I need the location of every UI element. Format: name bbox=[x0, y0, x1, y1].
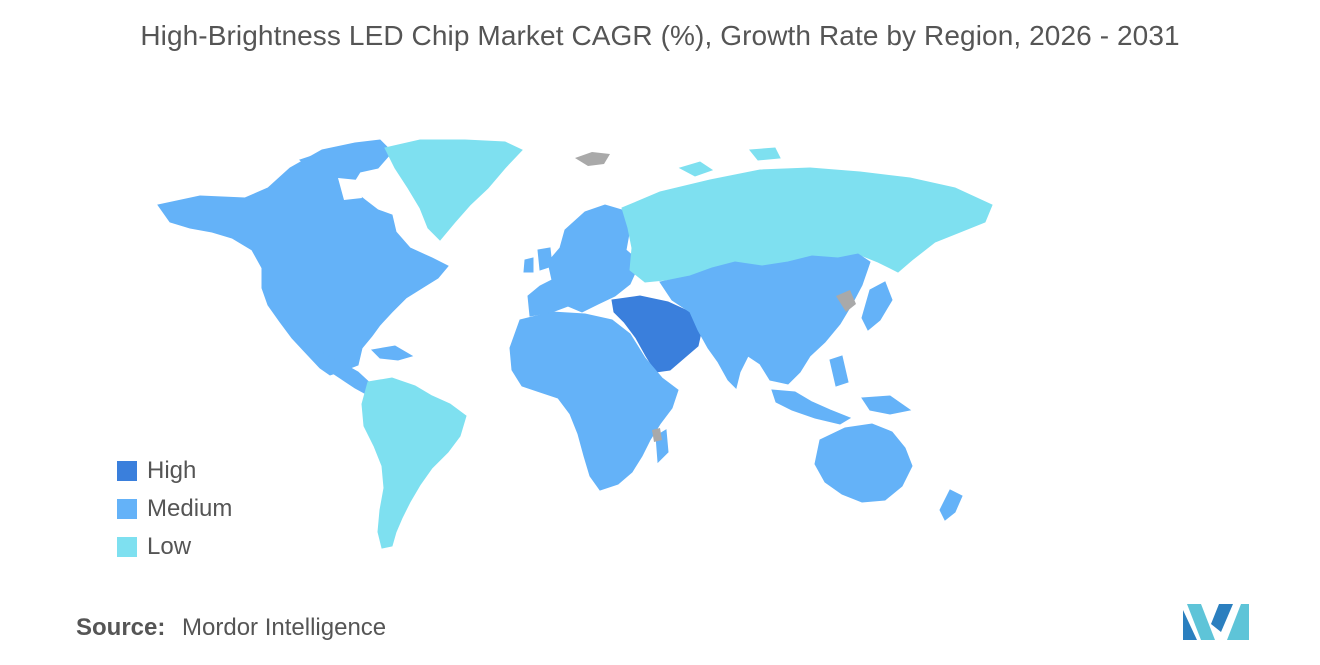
region-asia[interactable] bbox=[659, 253, 893, 425]
source-value: Mordor Intelligence bbox=[182, 614, 387, 641]
chart-title: High-Brightness LED Chip Market CAGR (%)… bbox=[140, 20, 1180, 51]
region-middle-east[interactable] bbox=[611, 295, 703, 373]
legend-item-medium: Medium bbox=[117, 490, 232, 528]
legend-item-low: Low bbox=[117, 528, 232, 566]
region-south-america[interactable] bbox=[361, 377, 467, 549]
legend-swatch bbox=[117, 537, 137, 557]
region-africa[interactable] bbox=[509, 311, 679, 491]
region-russia[interactable] bbox=[621, 147, 993, 283]
legend-label: High bbox=[147, 457, 197, 484]
region-europe[interactable] bbox=[523, 204, 641, 317]
mordor-intelligence-logo bbox=[1183, 604, 1249, 640]
legend-swatch bbox=[117, 461, 137, 481]
region-north-america[interactable] bbox=[157, 139, 449, 396]
region-greenland[interactable] bbox=[384, 139, 523, 241]
source-label: Source: bbox=[76, 614, 166, 641]
legend-swatch bbox=[117, 499, 137, 519]
source-line: Source: Mordor Intelligence bbox=[76, 614, 386, 642]
legend-label: Low bbox=[147, 533, 192, 560]
legend: High Medium Low bbox=[117, 452, 232, 566]
legend-item-high: High bbox=[117, 452, 232, 490]
legend-label: Medium bbox=[147, 495, 233, 522]
region-australia[interactable] bbox=[814, 395, 963, 521]
region-no-data bbox=[575, 152, 856, 442]
